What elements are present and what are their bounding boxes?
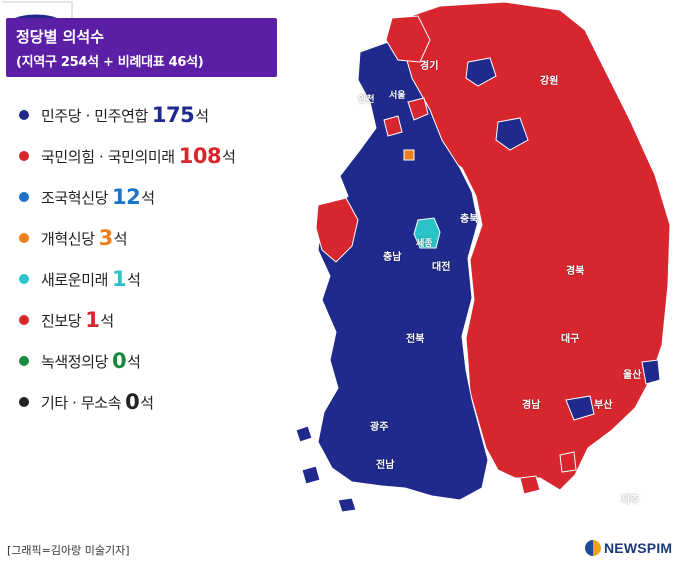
legend-item: 진보당 1 석 [19, 305, 114, 335]
region-label-gangwon: 강원 [540, 76, 559, 87]
legend-dot [19, 356, 29, 366]
legend-name: 기타 · 무소속 [41, 393, 122, 412]
region-label-ulsan: 울산 [623, 370, 642, 381]
region-label-sejong: 세종 [416, 239, 433, 249]
page-subtitle: (지역구 254석 + 비례대표 46석) [16, 55, 204, 70]
region-label-jeju: 제주 [621, 495, 640, 506]
legend: 민주당 · 민주연합 175 석 국민의힘 · 국민의미래 108 석 조국혁신… [7, 84, 292, 440]
region-newfuture-seat [413, 217, 441, 249]
legend-unit: 석 [140, 393, 155, 412]
legend-item: 개혁신당 3 석 [19, 223, 128, 253]
legend-unit: 석 [222, 147, 236, 166]
legend-dot [19, 110, 29, 120]
region-label-chungnam: 충남 [383, 252, 402, 263]
region-blue-islands [295, 425, 357, 513]
legend-unit: 석 [127, 352, 141, 371]
page-title: 정당별 의석수 [16, 28, 105, 46]
region-red-islands [519, 451, 577, 495]
region-label-gyeongnam: 경남 [522, 400, 541, 411]
region-blue-ulsan-pocket [641, 359, 661, 385]
legend-item: 기타 · 무소속 0 석 [19, 387, 154, 417]
region-blue-gyeonggi-pocket [465, 57, 497, 87]
legend-item: 새로운미래 1 석 [19, 264, 141, 294]
legend-seats: 1 [112, 267, 127, 291]
legend-unit: 석 [141, 188, 156, 207]
newspim-logo-icon [585, 540, 601, 556]
region-label-daegu: 대구 [561, 334, 580, 345]
region-label-gwangju: 광주 [370, 422, 389, 433]
legend-name: 새로운미래 [41, 270, 109, 289]
legend-unit: 석 [127, 270, 141, 289]
region-red-northwest [385, 15, 431, 63]
legend-item: 녹색정의당 0 석 [19, 346, 141, 376]
legend-name: 국민의힘 · 국민의미래 [41, 147, 175, 166]
legend-item: 민주당 · 민주연합 175 석 [19, 100, 209, 130]
legend-seats: 1 [85, 308, 100, 332]
legend-unit: 석 [100, 311, 115, 330]
region-label-daejeon: 대전 [432, 262, 451, 273]
newspim-logo-text: NEWSPIM [604, 540, 673, 556]
legend-unit: 석 [195, 106, 210, 125]
legend-seats: 12 [112, 185, 141, 209]
legend-name: 조국혁신당 [41, 188, 109, 207]
legend-name: 녹색정의당 [41, 352, 109, 371]
region-label-jeonnam: 전남 [376, 460, 395, 471]
region-label-seoul: 서울 [389, 91, 406, 101]
legend-dot [19, 397, 29, 407]
legend-dot [19, 233, 29, 243]
legend-item: 국민의힘 · 국민의미래 108 석 [19, 141, 236, 171]
region-label-jeonbuk: 전북 [406, 334, 425, 345]
legend-item: 조국혁신당 12 석 [19, 182, 155, 212]
newspim-logo: NEWSPIM [585, 540, 672, 556]
region-red-gyeonggi-pocket [383, 115, 403, 137]
legend-name: 민주당 · 민주연합 [41, 106, 148, 125]
region-label-busan: 부산 [594, 400, 613, 411]
region-label-gyeongbuk: 경북 [566, 266, 585, 277]
legend-seats: 3 [98, 226, 114, 250]
legend-seats: 0 [112, 349, 127, 373]
legend-seats: 175 [151, 103, 195, 127]
legend-dot [19, 274, 29, 284]
legend-seats: 108 [178, 144, 222, 168]
region-reform-seat [403, 149, 415, 161]
region-label-chungbuk: 충북 [460, 214, 479, 225]
graphic-credit: [그래픽=김아랑 미술기자] [7, 544, 130, 557]
region-blue-gangwon-pocket [495, 117, 529, 151]
legend-name: 진보당 [41, 311, 82, 330]
region-label-incheon: 인천 [358, 95, 375, 105]
region-red-westcoast [315, 197, 359, 263]
region-label-gyeonggi: 경기 [420, 61, 439, 72]
legend-dot [19, 192, 29, 202]
legend-dot [19, 315, 29, 325]
legend-dot [19, 151, 29, 161]
legend-unit: 석 [113, 229, 128, 248]
legend-name: 개혁신당 [41, 229, 95, 248]
title-box: 정당별 의석수 (지역구 254석 + 비례대표 46석) [6, 18, 277, 77]
region-blue-busan-pocket [565, 395, 595, 421]
legend-seats: 0 [125, 390, 140, 414]
region-red-seoul-pocket [407, 97, 429, 121]
